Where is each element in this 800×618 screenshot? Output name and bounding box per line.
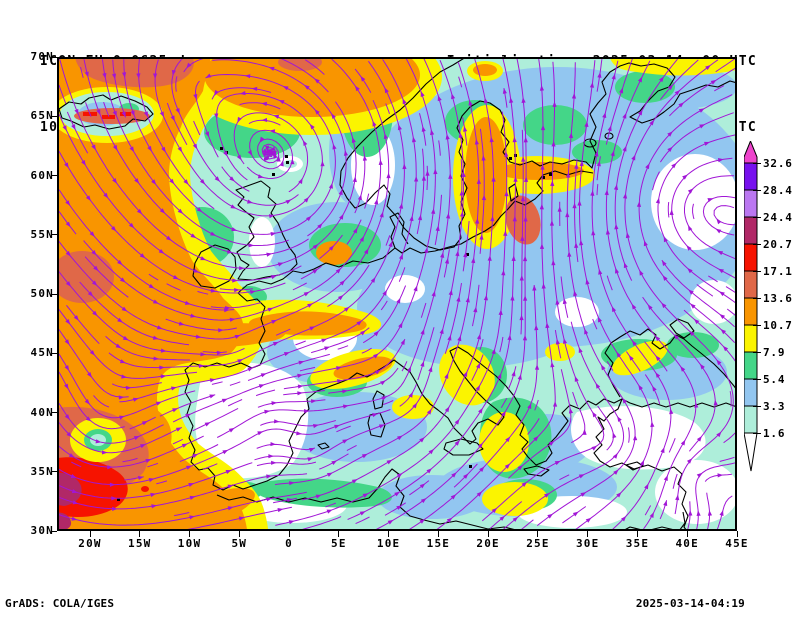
legend-color-band [743, 216, 758, 245]
lat-axis-label: 70N [30, 50, 54, 63]
lat-axis-label: 45N [30, 346, 54, 360]
lat-axis-label: 40N [30, 405, 54, 419]
lon-tick-mark [636, 531, 638, 537]
lon-tick-mark [736, 531, 738, 537]
lat-axis-label: 35N [30, 464, 54, 478]
legend-color-band [743, 162, 758, 191]
lon-tick-mark [238, 531, 240, 537]
legend-value-label: 28.4 [763, 184, 793, 197]
legend-tick-mark [753, 378, 761, 380]
map-area [57, 57, 737, 531]
lat-axis-label: 65N [30, 109, 54, 123]
lat-axis-label: 30N [30, 524, 54, 537]
legend-value-label: 3.3 [763, 400, 786, 413]
legend-color-band [743, 270, 758, 299]
wind-speed-field [57, 57, 737, 531]
lon-axis-label: 10W [177, 537, 202, 550]
map-frame [57, 57, 737, 531]
lon-axis-label: 5E [331, 537, 347, 550]
legend-tick-mark [753, 405, 761, 407]
legend-value-label: 17.1 [763, 265, 793, 278]
lat-axis-label: 50N [30, 287, 54, 300]
legend-color-band [743, 243, 758, 272]
lon-axis-label: 35E [625, 537, 650, 550]
legend-colorbar [743, 139, 758, 472]
lon-tick-mark [89, 531, 91, 537]
legend-tick-mark [753, 297, 761, 299]
lon-axis-label: 20E [476, 537, 500, 550]
legend-value-label: 5.4 [763, 373, 786, 386]
legend-value-label: 13.6 [763, 292, 793, 305]
legend-value-label: 24.4 [763, 211, 793, 224]
lat-axis-label: 60N [30, 168, 54, 182]
lon-tick-mark [587, 531, 589, 537]
legend-tick-mark [753, 324, 761, 326]
lon-axis-label: 5W [231, 537, 248, 550]
legend-value-label: 20.7 [763, 238, 793, 251]
lon-axis-label: 15E [426, 537, 451, 550]
lon-tick-mark [288, 531, 290, 537]
lon-axis-label: 40E [675, 537, 699, 550]
lon-tick-mark [189, 531, 191, 537]
legend-color-band [743, 297, 758, 326]
lon-tick-mark [338, 531, 340, 537]
lon-tick-mark [487, 531, 489, 537]
lon-tick-mark [388, 531, 390, 537]
legend-value-label: 1.6 [763, 427, 786, 440]
wind-map-canvas [57, 57, 737, 531]
legend-tick-mark [753, 189, 761, 191]
lat-tick-mark [51, 175, 57, 176]
legend-tick-mark [753, 432, 761, 434]
legend-color-band [743, 378, 758, 407]
wind-streamlines [57, 57, 737, 531]
lon-tick-mark [686, 531, 688, 537]
legend-tick-mark [753, 162, 761, 164]
lat-tick-mark [51, 412, 57, 413]
lon-tick-mark [139, 531, 141, 537]
lat-tick-mark [51, 293, 57, 295]
lon-axis-label: 25E [526, 537, 550, 550]
lat-tick-mark [51, 352, 57, 354]
lat-tick-mark [51, 234, 57, 236]
legend-value-label: 32.6 [763, 157, 793, 170]
lon-tick-mark [437, 531, 439, 537]
legend-color-band [743, 405, 758, 434]
lon-axis-label: 10E [376, 537, 401, 550]
grads-credit: GrADS: COLA/IGES [5, 597, 115, 610]
lon-axis-label: 30E [575, 537, 600, 550]
lon-axis-label: 20W [78, 537, 102, 550]
creation-timestamp: 2025-03-14-04:19 [635, 597, 745, 610]
lon-axis-label: 45E [725, 537, 749, 550]
legend-tick-mark [753, 351, 761, 353]
lon-tick-mark [537, 531, 539, 537]
legend-value-label: 7.9 [763, 346, 786, 359]
lon-axis-label: 15W [128, 537, 152, 550]
streamline-arrows [62, 62, 729, 525]
legend-color-band [743, 324, 758, 353]
legend-value-label: 10.7 [763, 319, 793, 332]
legend-tail [743, 432, 758, 472]
lat-tick-mark [51, 56, 57, 58]
legend-tick-mark [753, 270, 761, 272]
legend-tick-mark [753, 216, 761, 218]
legend-above-max-arrow [743, 139, 758, 164]
lat-tick-mark [51, 471, 57, 473]
lon-axis-label: 0 [285, 537, 293, 550]
legend-color-band [743, 351, 758, 380]
lat-tick-mark [51, 530, 57, 532]
wind-speed-legend: 32.6 28.4 24.4 20.7 17.1 13.6 10.7 7.9 5.4 3.3 1.6 [743, 139, 800, 481]
legend-tick-mark [753, 243, 761, 245]
lat-tick-mark [51, 115, 57, 117]
lat-axis-label: 55N [30, 227, 54, 241]
legend-color-band [743, 189, 758, 218]
